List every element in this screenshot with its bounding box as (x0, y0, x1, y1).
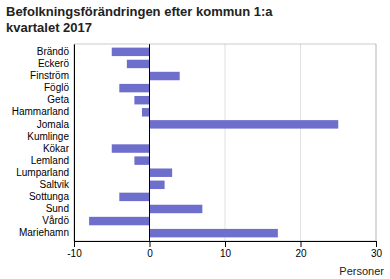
title: Befolkningsförändringen efter kommun 1:a… (6, 4, 273, 35)
y-tick: Mariehamn (19, 227, 74, 238)
x-tick-label: 30 (371, 248, 383, 259)
y-tick: Jomala (37, 119, 74, 130)
x-tick-mark (301, 241, 302, 247)
plot-frame (74, 44, 376, 241)
y-tick-label: Eckerö (38, 58, 70, 69)
y-tick-label: Lumparland (16, 167, 69, 178)
bar (134, 156, 149, 164)
y-tick-label: Geta (47, 94, 69, 105)
x-tick-label: -10 (67, 248, 82, 259)
y-tick-label: Sottunga (29, 191, 69, 202)
axis-domain (75, 242, 377, 248)
y-tick: Kumlinge (27, 131, 74, 142)
y-tick-label: Vårdö (42, 215, 69, 226)
y-tick: Kökar (43, 143, 74, 154)
grid (74, 44, 376, 241)
axis-domain (74, 45, 75, 242)
y-tick-label: Mariehamn (19, 227, 69, 238)
bar (150, 168, 173, 176)
y-tick: Lemland (31, 155, 74, 166)
bar (142, 108, 150, 116)
bar (119, 193, 149, 201)
y-tick-label: Finström (30, 70, 69, 81)
x-tick: -10 (67, 241, 82, 259)
title-line: kvartalet 2017 (6, 20, 92, 35)
bar (150, 205, 203, 213)
y-tick-label: Jomala (37, 119, 70, 130)
y-tick: Sottunga (29, 191, 74, 202)
chart: Befolkningsförändringen efter kommun 1:a… (0, 0, 390, 279)
y-tick-label: Hammarland (12, 106, 69, 117)
y-tick: Hammarland (12, 106, 74, 117)
y-tick: Sund (46, 203, 74, 214)
y-tick-label: Brändö (37, 46, 70, 57)
y-tick-label: Föglö (44, 82, 69, 93)
bar (150, 120, 339, 128)
x-tick-mark (376, 241, 377, 247)
y-tick: Eckerö (38, 58, 74, 69)
bar (150, 229, 278, 237)
bar (112, 144, 150, 152)
y-tick-label: Saltvik (40, 179, 70, 190)
x-tick-mark (74, 241, 75, 247)
y-tick: Geta (47, 94, 74, 105)
x-tick-mark (225, 241, 226, 247)
y-tick: Lumparland (16, 167, 74, 178)
y-tick: Vårdö (42, 215, 74, 226)
grid-line (74, 44, 75, 241)
x-tick-label: 20 (295, 248, 307, 259)
x-tick: 0 (147, 241, 153, 259)
grid-line (300, 44, 301, 241)
x-tick: 30 (371, 241, 383, 259)
x-tick-mark (150, 241, 151, 247)
y-tick: Saltvik (40, 179, 74, 190)
baseline (149, 44, 150, 241)
y-tick-label: Sund (46, 203, 69, 214)
bar (119, 84, 149, 92)
bar (112, 48, 150, 56)
x-tick-label: 10 (220, 248, 232, 259)
x-tick-label: 0 (147, 248, 153, 259)
grid-line (149, 44, 150, 241)
y-axis: BrändöEckeröFinströmFöglöGetaHammarland J… (12, 45, 75, 242)
x-tick: 20 (295, 241, 307, 259)
bar (150, 181, 165, 189)
bars (89, 44, 338, 241)
title-line: Befolkningsförändringen efter kommun 1:a (6, 4, 273, 19)
grid-line (225, 44, 226, 241)
y-tick: Brändö (37, 46, 74, 57)
y-tick: Finström (30, 70, 74, 81)
x-axis: -10 0 10 20 30 (67, 241, 382, 259)
bar (150, 72, 180, 80)
bar (127, 60, 150, 68)
y-tick-label: Lemland (31, 155, 69, 166)
y-tick: Föglö (44, 82, 74, 93)
x-axis-label: Personer (339, 265, 384, 277)
y-tick-label: Kumlinge (27, 131, 69, 142)
bar (134, 96, 149, 104)
x-tick: 10 (220, 241, 232, 259)
plot: -10 0 10 20 30 BrändöEckeröFinströmFöglöGetaH… (12, 44, 383, 259)
bar (89, 217, 149, 225)
y-tick-label: Kökar (43, 143, 70, 154)
